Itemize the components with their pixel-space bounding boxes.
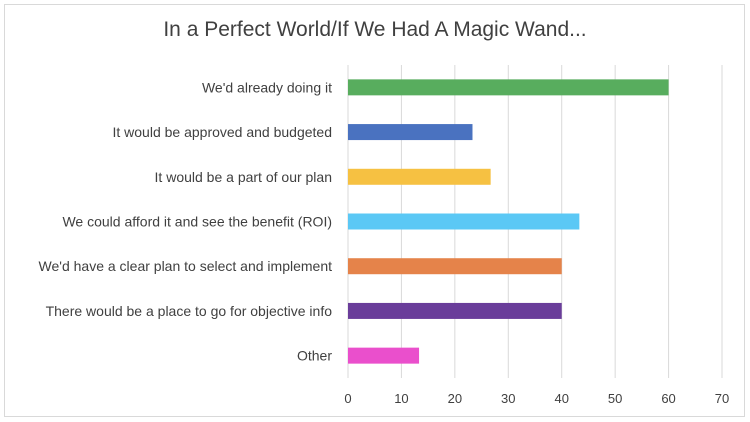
x-tick-label: 10 [394,391,408,406]
bar-1 [348,124,473,141]
category-label: It would be approved and budgeted [112,124,332,140]
category-label: There would be a place to go for objecti… [46,303,333,319]
bar-5 [348,302,562,319]
bar-2 [348,168,491,185]
bar-4 [348,258,562,275]
category-label: It would be a part of our plan [155,169,332,185]
bar-6 [348,347,420,364]
x-tick-labels: 0 10 20 30 40 50 60 70 [344,391,729,406]
category-labels: We'd already doing it It would be approve… [39,79,333,363]
category-label: We'd already doing it [202,79,332,95]
bar-0 [348,79,669,96]
chart-title: In a Perfect World/If We Had A Magic Wan… [163,18,587,41]
x-tick-label: 30 [501,391,515,406]
category-label: Other [297,348,332,364]
x-tick-label: 20 [448,391,462,406]
x-tick-label: 50 [608,391,622,406]
category-label: We'd have a clear plan to select and imp… [39,258,333,274]
x-tick-label: 0 [344,391,351,406]
x-tick-label: 60 [661,391,675,406]
bars [348,79,669,364]
x-tick-label: 40 [554,391,568,406]
category-label: We could afford it and see the benefit (… [62,214,332,230]
bar-3 [348,213,580,230]
x-tick-label: 70 [715,391,729,406]
